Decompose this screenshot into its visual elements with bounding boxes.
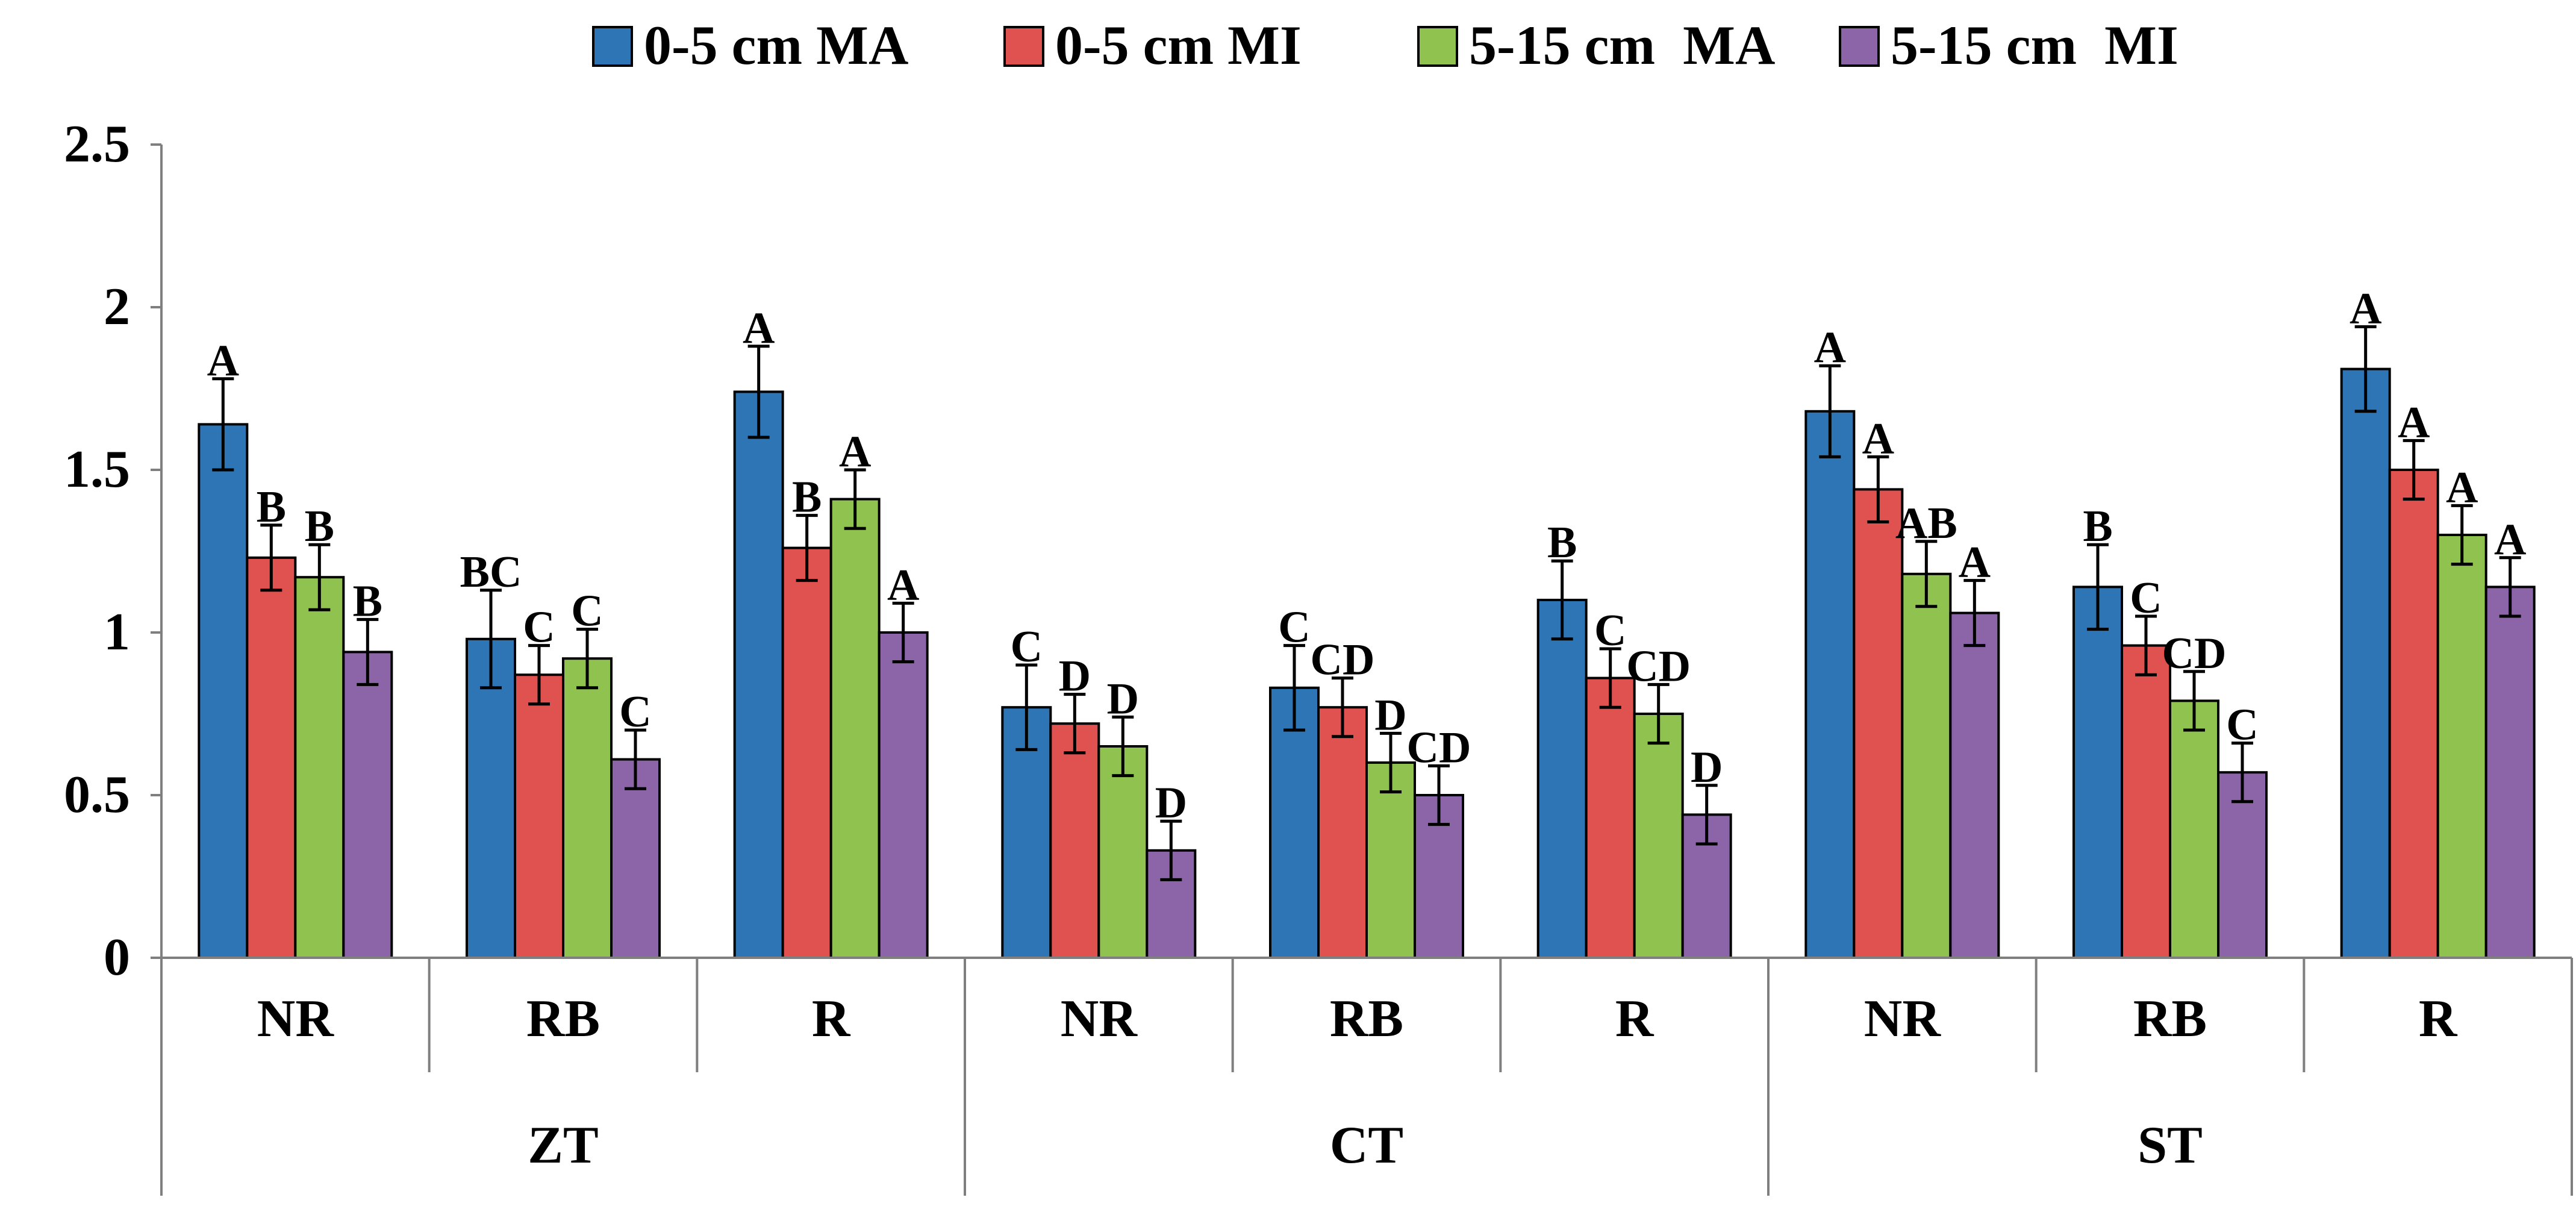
significance-label: B bbox=[1547, 518, 1577, 567]
legend-label: 0-5 cm MA bbox=[644, 14, 908, 76]
significance-label: A bbox=[2350, 284, 2381, 333]
y-tick-label: 1 bbox=[104, 603, 130, 661]
bar bbox=[1536, 599, 1588, 959]
y-tick-label: 0.5 bbox=[64, 766, 130, 824]
category-label: R bbox=[2419, 990, 2458, 1048]
legend-swatch bbox=[1839, 26, 1880, 67]
bar bbox=[1804, 410, 1856, 959]
group-label: CT bbox=[1330, 1116, 1403, 1175]
significance-label: C bbox=[523, 603, 555, 652]
significance-label: C bbox=[1011, 622, 1043, 672]
bar bbox=[1049, 722, 1100, 959]
bar bbox=[1317, 706, 1368, 959]
significance-label: A bbox=[207, 336, 239, 386]
legend-swatch bbox=[1003, 26, 1044, 67]
bar bbox=[2484, 586, 2536, 959]
significance-label: B bbox=[2083, 502, 2112, 551]
category-label: R bbox=[1615, 990, 1654, 1048]
significance-label: A bbox=[1862, 414, 1894, 463]
significance-label: D bbox=[1374, 690, 1406, 740]
category-label: RB bbox=[1330, 990, 1403, 1048]
bar bbox=[246, 556, 297, 959]
significance-label: A bbox=[1814, 323, 1846, 372]
bar bbox=[514, 673, 564, 959]
legend-label: 5-15 cm MA bbox=[1469, 14, 1775, 76]
category-label: NR bbox=[257, 990, 335, 1048]
significance-label: AB bbox=[1895, 499, 1957, 548]
significance-label: A bbox=[2446, 463, 2478, 512]
bar bbox=[733, 390, 784, 959]
significance-label: CD bbox=[2162, 629, 2227, 678]
y-tick-label: 2 bbox=[104, 278, 130, 336]
category-label: NR bbox=[1061, 990, 1138, 1048]
significance-label: A bbox=[839, 427, 871, 476]
legend-label: 0-5 cm MI bbox=[1055, 14, 1302, 76]
bar bbox=[2340, 367, 2391, 959]
category-label: NR bbox=[1864, 990, 1942, 1048]
significance-label: B bbox=[353, 576, 382, 626]
bar bbox=[1097, 745, 1149, 959]
significance-label: B bbox=[305, 502, 334, 551]
legend-swatch bbox=[1417, 26, 1458, 67]
legend-label: 5-15 cm MI bbox=[1891, 14, 2178, 76]
bar bbox=[1853, 488, 1904, 959]
significance-label: D bbox=[1107, 674, 1139, 723]
significance-label: C bbox=[2130, 573, 2162, 623]
y-tick-label: 2.5 bbox=[64, 115, 130, 173]
bar bbox=[1901, 572, 1952, 959]
significance-label: CD bbox=[1407, 723, 1471, 772]
group-label: ST bbox=[2138, 1116, 2203, 1175]
bar bbox=[878, 631, 929, 959]
significance-label: C bbox=[619, 687, 651, 737]
significance-label: CD bbox=[1626, 642, 1691, 691]
category-label: RB bbox=[526, 990, 600, 1048]
y-axis: 0 0.5 1 1.5 2 2.5 bbox=[64, 115, 163, 987]
significance-label: D bbox=[1155, 778, 1187, 828]
bar bbox=[829, 498, 881, 959]
significance-label: A bbox=[743, 304, 775, 353]
significance-label: A bbox=[2494, 515, 2526, 564]
legend-swatch bbox=[592, 26, 633, 67]
significance-label: C bbox=[1278, 603, 1310, 652]
significance-label: A bbox=[1959, 538, 1991, 587]
legend: 0-5 cm MA 0-5 cm MI 5-15 cm MA 5-15 cm MI bbox=[592, 14, 2178, 76]
bar bbox=[562, 657, 613, 959]
bar bbox=[2072, 586, 2123, 959]
category-label: RB bbox=[2133, 990, 2207, 1048]
bar bbox=[1949, 611, 2000, 959]
bar bbox=[342, 651, 393, 960]
significance-label: C bbox=[1594, 606, 1626, 655]
category-label: R bbox=[812, 990, 851, 1048]
y-tick-label: 1.5 bbox=[64, 440, 130, 499]
significance-label: A bbox=[887, 560, 919, 610]
bar bbox=[2169, 699, 2219, 960]
bar bbox=[2436, 534, 2487, 959]
significance-label: B bbox=[792, 473, 822, 522]
group-label: ZT bbox=[528, 1116, 598, 1175]
significance-label: CD bbox=[1311, 636, 1375, 685]
bar bbox=[1633, 713, 1684, 959]
bar bbox=[2388, 469, 2439, 959]
significance-label: C bbox=[571, 587, 603, 636]
bar bbox=[781, 546, 832, 959]
significance-label: D bbox=[1691, 743, 1723, 792]
significance-label: BC bbox=[460, 548, 522, 597]
significance-label: B bbox=[257, 483, 286, 532]
significance-label: D bbox=[1059, 652, 1091, 701]
bar bbox=[2121, 644, 2171, 959]
bar bbox=[1585, 676, 1636, 959]
y-tick-label: 0 bbox=[104, 928, 130, 987]
x-axis: NR RB R NR RB R NR RB R ZT CT ST bbox=[160, 957, 2573, 1196]
bar bbox=[198, 423, 249, 959]
bar bbox=[294, 576, 345, 959]
significance-label: A bbox=[2398, 398, 2430, 447]
significance-label: C bbox=[2226, 701, 2258, 750]
bar bbox=[1269, 686, 1320, 960]
bar bbox=[1414, 794, 1464, 959]
